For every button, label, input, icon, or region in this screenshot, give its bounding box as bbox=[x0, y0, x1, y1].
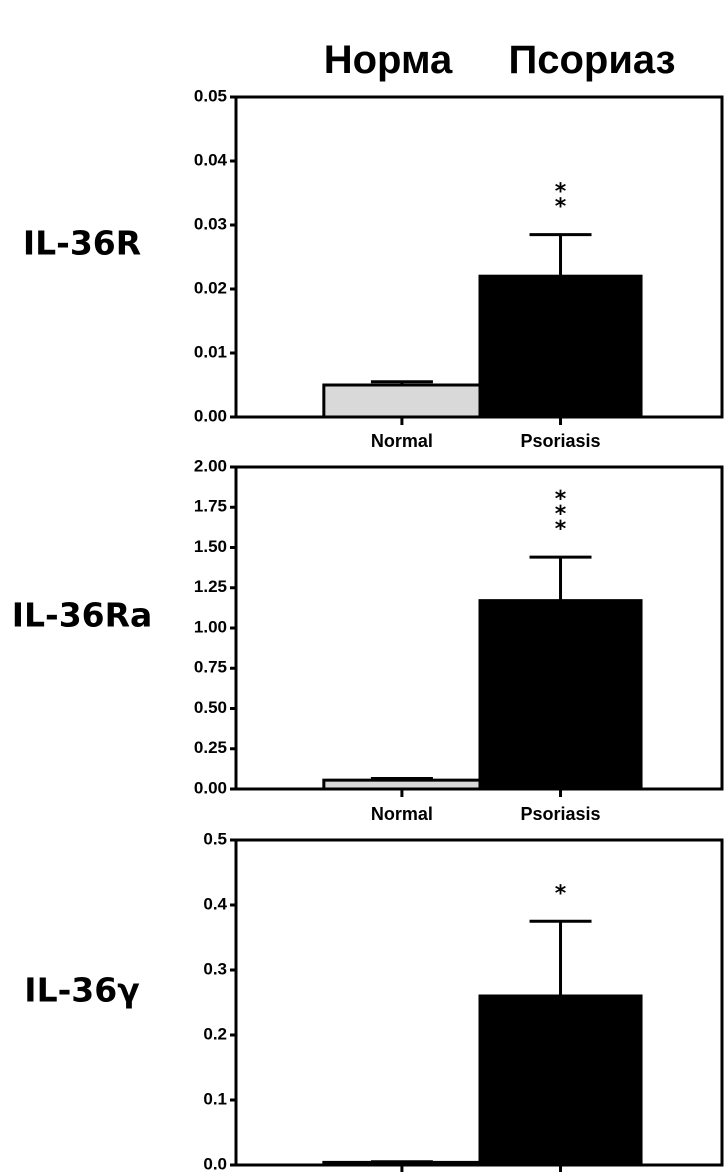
row-label: IL-36γ bbox=[24, 971, 139, 1010]
y-tick-label: 0.05 bbox=[194, 86, 227, 105]
significance-star: * bbox=[555, 487, 567, 512]
chart-panel-1: IL-36R ** 0.00 0.01 0.02 0.03 0.04 0.05 Normal Ps… bbox=[23, 86, 724, 451]
y-tick-label: 0.04 bbox=[194, 150, 228, 169]
bar-psoriasis bbox=[478, 994, 643, 1167]
bar-psoriasis bbox=[478, 274, 643, 419]
x-tick-label-normal: Normal bbox=[371, 804, 433, 824]
x-tick-label-psoriasis: Psoriasis bbox=[520, 804, 600, 824]
header-psoriasis: Псориаз bbox=[508, 38, 675, 82]
significance-star: * bbox=[555, 517, 567, 542]
y-tick-label: 0.0 bbox=[203, 1154, 227, 1172]
y-tick-label: 0.4 bbox=[203, 894, 227, 913]
row-label: IL-36R bbox=[23, 224, 141, 263]
y-tick-label: 2.00 bbox=[194, 456, 227, 475]
bar-normal bbox=[322, 383, 482, 419]
y-tick-label: 0.5 bbox=[203, 829, 227, 848]
x-tick-label-psoriasis: Psoriasis bbox=[520, 431, 600, 451]
y-tick-label: 1.25 bbox=[194, 577, 227, 596]
y-tick-label: 0.75 bbox=[194, 658, 227, 677]
y-tick-label: 1.50 bbox=[194, 537, 227, 556]
y-tick-label: 0.50 bbox=[194, 698, 227, 717]
y-tick-label: 0.1 bbox=[203, 1089, 227, 1108]
significance-star: * bbox=[555, 180, 567, 205]
y-tick-label: 0.3 bbox=[203, 959, 227, 978]
y-tick-label: 0.00 bbox=[194, 778, 227, 797]
y-tick-label: 0.03 bbox=[194, 214, 227, 233]
x-tick-label-normal: Normal bbox=[371, 431, 433, 451]
significance-star: * bbox=[555, 502, 567, 527]
axes-frame bbox=[234, 95, 724, 419]
chart-panel-3: IL-36γ * 0.0 0.1 0.2 0.3 0.4 0.5 bbox=[24, 829, 724, 1172]
row-label: IL-36Ra bbox=[12, 596, 153, 635]
y-tick-label: 0.00 bbox=[194, 406, 227, 425]
y-tick-label: 0.25 bbox=[194, 738, 227, 757]
header-normal: Норма bbox=[324, 38, 453, 82]
y-tick-label: 1.00 bbox=[194, 617, 227, 636]
axes-frame bbox=[234, 838, 724, 1167]
significance-star: * bbox=[555, 881, 567, 906]
y-tick-label: 0.01 bbox=[194, 342, 227, 361]
significance-star: * bbox=[555, 195, 567, 220]
chart-panel-2: IL-36Ra***0.000.250.500.751.001.251.501.… bbox=[12, 456, 724, 824]
y-tick-label: 0.02 bbox=[194, 278, 227, 297]
y-tick-label: 0.2 bbox=[203, 1024, 227, 1043]
y-tick-label: 1.75 bbox=[194, 497, 227, 516]
bar-psoriasis bbox=[478, 599, 643, 791]
